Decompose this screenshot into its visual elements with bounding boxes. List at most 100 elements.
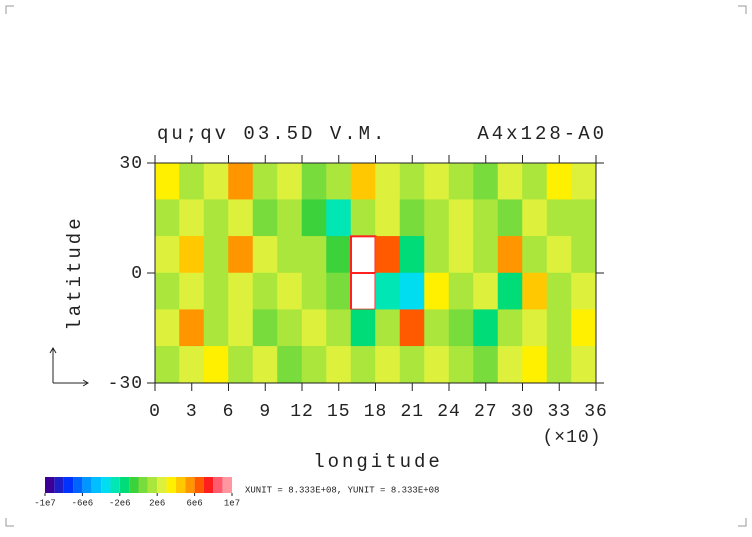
- x-tick-label: 27: [474, 402, 498, 422]
- field-cell: [326, 199, 352, 237]
- field-cell: [497, 309, 523, 347]
- colorbar-box: [73, 477, 83, 493]
- field-cell: [497, 346, 523, 384]
- field-cell: [154, 236, 180, 274]
- field-cell: [473, 272, 499, 310]
- field-cell: [448, 346, 474, 384]
- field-cell: [522, 162, 548, 200]
- field-cell: [522, 199, 548, 237]
- field-cell: [277, 309, 303, 347]
- unit-note: XUNIT = 8.333E+08, YUNIT = 8.333E+08: [245, 485, 439, 495]
- field-cell: [424, 162, 450, 200]
- field-cell: [522, 309, 548, 347]
- field-cell: [203, 346, 229, 384]
- field-cell: [350, 272, 377, 311]
- field-cell: [154, 199, 180, 237]
- colorbar-label: -1e7: [34, 498, 56, 508]
- field-cell: [473, 309, 499, 347]
- field-cell: [448, 272, 474, 310]
- field-cell: [448, 309, 474, 347]
- field: [154, 162, 597, 384]
- y-tick-label: -30: [108, 374, 143, 394]
- field-cell: [179, 346, 205, 384]
- field-cell: [350, 346, 376, 384]
- colorbar-box: [222, 477, 232, 493]
- field-cell: [179, 162, 205, 200]
- field-cell: [375, 236, 401, 274]
- field-cell: [497, 199, 523, 237]
- field-cell: [350, 309, 376, 347]
- field-cell: [228, 199, 254, 237]
- field-cell: [522, 272, 548, 310]
- x-tick-label: 36: [584, 402, 608, 422]
- colorbar-label: 2e6: [149, 498, 165, 508]
- field-cell: [571, 346, 597, 384]
- chart-title: qu;qv 03.5D V.M.: [157, 123, 387, 145]
- field-cell: [277, 199, 303, 237]
- field-cell: [252, 346, 278, 384]
- colorbar-label: -2e6: [109, 498, 131, 508]
- field-cell: [424, 236, 450, 274]
- y-tick-label: 30: [119, 154, 143, 174]
- field-cell: [203, 162, 229, 200]
- field-cell: [571, 272, 597, 310]
- x-tick-label: 0: [149, 402, 161, 422]
- field-cell: [399, 346, 425, 384]
- colorbar-label: 6e6: [186, 498, 202, 508]
- reference-vector: [49, 347, 89, 387]
- field-cell: [571, 309, 597, 347]
- x-axis-label: longitude: [313, 451, 443, 473]
- field-cell: [301, 309, 327, 347]
- colorbar-box: [82, 477, 92, 493]
- colorbar-box: [138, 477, 148, 493]
- field-cell: [497, 162, 523, 200]
- field-cell: [301, 199, 327, 237]
- x-tick-label: 24: [437, 402, 461, 422]
- colorbar-box: [194, 477, 204, 493]
- field-cell: [228, 309, 254, 347]
- field-cell: [228, 162, 254, 200]
- field-cell: [375, 272, 401, 310]
- field-cell: [326, 346, 352, 384]
- colorbar-label: -6e6: [72, 498, 94, 508]
- field-cell: [448, 199, 474, 237]
- x-tick-label: 15: [327, 402, 351, 422]
- colorbar-box: [119, 477, 130, 493]
- field-cell: [473, 346, 499, 384]
- field-cell: [326, 236, 352, 274]
- field-cell: [546, 272, 572, 310]
- field-cell: [154, 346, 180, 384]
- field-cell: [497, 272, 523, 310]
- field-cell: [546, 309, 572, 347]
- field-cell: [203, 309, 229, 347]
- colorbar-box: [45, 477, 55, 493]
- field-cell: [448, 236, 474, 274]
- x-tick-label: 33: [547, 402, 571, 422]
- field-cell: [252, 272, 278, 310]
- field-cell: [277, 162, 303, 200]
- field-cell: [301, 346, 327, 384]
- field-cell: [252, 162, 278, 200]
- chart-subtitle: A4x128-A0: [477, 123, 607, 145]
- field-cell: [546, 199, 572, 237]
- x-tick-label: 9: [259, 402, 271, 422]
- field-cell: [301, 272, 327, 310]
- field-cell: [571, 236, 597, 274]
- field-cell: [424, 346, 450, 384]
- field-cell: [203, 236, 229, 274]
- field-cell: [203, 199, 229, 237]
- field-cell: [277, 236, 303, 274]
- field-cell: [301, 236, 327, 274]
- field-cell: [326, 309, 352, 347]
- colorbar-label: 1e7: [224, 498, 240, 508]
- field-cell: [375, 346, 401, 384]
- field-cell: [571, 162, 597, 200]
- field-cell: [228, 346, 254, 384]
- colorbar-box: [54, 477, 64, 493]
- field-cell: [473, 236, 499, 274]
- field-cell: [326, 272, 352, 310]
- field-cell: [375, 309, 401, 347]
- field-cell: [350, 199, 376, 237]
- field-cell: [424, 272, 450, 310]
